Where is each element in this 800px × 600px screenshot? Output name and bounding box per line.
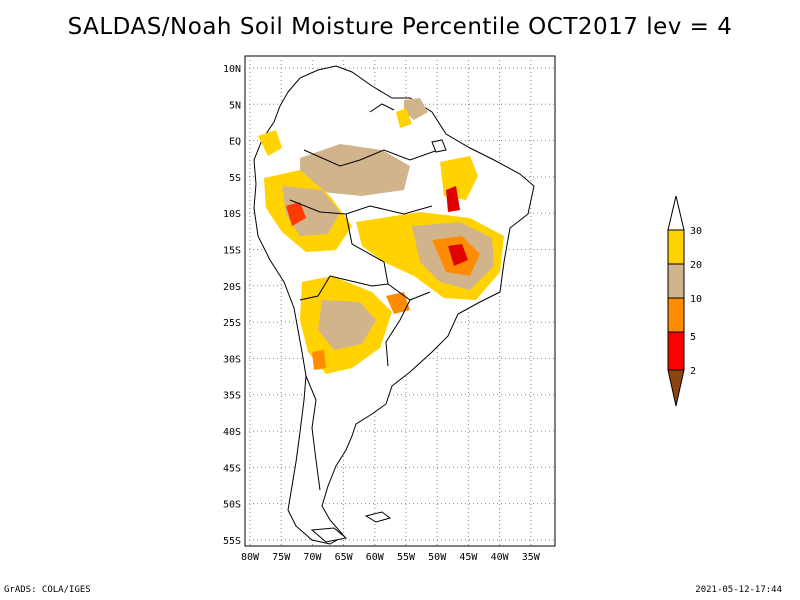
legend-label-5: 5 [690, 332, 696, 343]
lon-label: 40W [491, 552, 510, 563]
marajo-island [431, 139, 447, 153]
lon-label: 80W [241, 552, 260, 563]
legend-arrow-top [667, 195, 685, 231]
lon-label: 65W [335, 552, 354, 563]
legend-box-5-10 [667, 297, 685, 333]
lat-label: 55S [223, 536, 241, 547]
lat-label: 30S [223, 354, 241, 365]
lon-label: 35W [522, 552, 541, 563]
lat-label: EQ [229, 137, 241, 148]
red-patch-west [286, 202, 306, 226]
longitude-labels: 80W 75W 70W 65W 60W 55W 50W 45W 40W 35W [241, 552, 541, 563]
tan-patch-south [318, 300, 376, 350]
lat-label: 10N [223, 64, 241, 75]
falkland-islands [364, 511, 392, 523]
red-patch-northeast [446, 186, 460, 212]
lat-label: 35S [223, 391, 241, 402]
lat-label: 20S [223, 282, 241, 293]
percentile-shading [258, 98, 504, 374]
lat-label: 15S [223, 246, 241, 257]
lon-label: 70W [303, 552, 322, 563]
legend-box-10-20 [667, 263, 685, 299]
lon-label: 45W [459, 552, 478, 563]
lat-label: 45S [223, 463, 241, 474]
orange-patch-south [312, 350, 326, 370]
generated-timestamp: 2021-05-12-17:44 [695, 585, 782, 595]
tierra-del-fuego [310, 527, 348, 543]
red-patch-central [448, 244, 468, 266]
lat-label: 5N [229, 100, 241, 111]
tan-patch-amazon [282, 186, 340, 236]
color-legend: 30 20 10 5 2 [667, 195, 702, 407]
legend-label-2: 2 [690, 366, 696, 377]
legend-box-2-5 [667, 331, 685, 371]
legend-box-20-30 [667, 229, 685, 265]
yellow-patch-guyana [396, 108, 412, 128]
map-title: SALDAS/Noah Soil Moisture Percentile OCT… [67, 14, 733, 40]
legend-label-30: 30 [690, 226, 702, 237]
country-borders [289, 103, 439, 491]
legend-label-20: 20 [690, 260, 702, 271]
lon-label: 55W [397, 552, 416, 563]
orange-patch-paraguay [386, 292, 410, 314]
lat-label: 50S [223, 500, 241, 511]
lon-label: 75W [272, 552, 291, 563]
tan-patch-north [300, 144, 410, 196]
legend-label-10: 10 [690, 294, 702, 305]
tan-patch-guyana [404, 98, 428, 120]
lat-label: 25S [223, 318, 241, 329]
yellow-patch-pacific [258, 130, 282, 156]
latitude-labels: 10N 5N EQ 5S 10S 15S 20S 25S 30S 35S 40S 45S 50S 55S [223, 64, 241, 547]
lat-label: 5S [229, 173, 241, 184]
lon-label: 60W [366, 552, 385, 563]
lat-label: 40S [223, 427, 241, 438]
lat-label: 10S [223, 209, 241, 220]
grads-credit: GrADS: COLA/IGES [4, 585, 91, 595]
lon-label: 50W [428, 552, 447, 563]
legend-arrow-bottom [667, 369, 685, 407]
